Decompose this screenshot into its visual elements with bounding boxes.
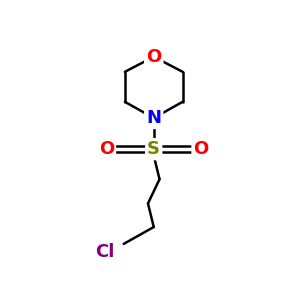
Text: N: N bbox=[146, 109, 161, 127]
Text: O: O bbox=[194, 140, 209, 158]
Text: Cl: Cl bbox=[96, 243, 115, 261]
Text: S: S bbox=[147, 140, 160, 158]
Text: O: O bbox=[146, 48, 161, 66]
Text: O: O bbox=[99, 140, 114, 158]
